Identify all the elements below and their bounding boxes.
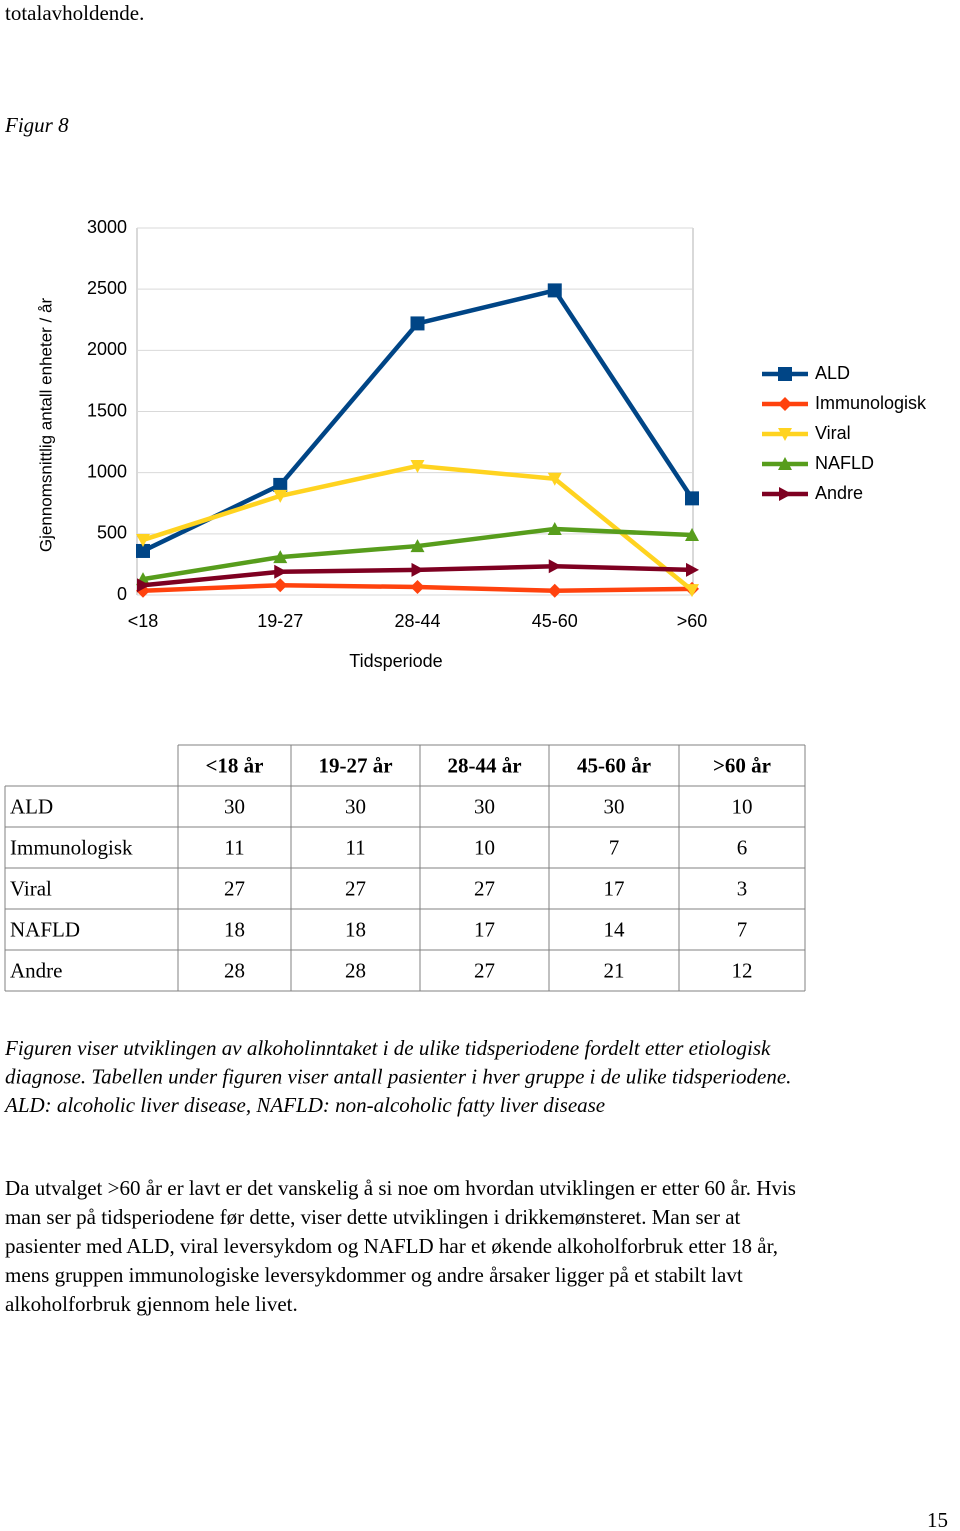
table-cell: 18 (345, 917, 366, 941)
table-cell: 6 (737, 835, 748, 859)
marker (273, 578, 288, 593)
marker (274, 564, 288, 579)
table-cell: 11 (345, 835, 365, 859)
body-line: pasienter med ALD, viral leversykdom og … (5, 1234, 778, 1258)
legend-label: Andre (815, 483, 863, 503)
x-tick-label: <18 (128, 611, 159, 631)
legend-label: NAFLD (815, 453, 874, 473)
y-axis-title: Gjennomsnittlig antall enheter / år (36, 298, 55, 553)
table-cell: 21 (604, 958, 625, 982)
table-cell: 10 (474, 835, 495, 859)
table-cell: 18 (224, 917, 245, 941)
row-label: ALD (10, 794, 53, 818)
body-line: alkoholforbruk gjennom hele livet. (5, 1292, 298, 1316)
marker (410, 580, 425, 595)
table-cell: 10 (732, 794, 753, 818)
table-cell: 14 (604, 917, 626, 941)
legend-label: ALD (815, 363, 850, 383)
table-cell: 12 (732, 958, 753, 982)
caption-line: Figuren viser utviklingen av alkoholinnt… (4, 1036, 771, 1060)
marker (410, 316, 425, 331)
marker (137, 578, 150, 593)
y-tick-label: 1500 (87, 400, 127, 420)
table-cell: 27 (474, 876, 495, 900)
table-cell: 30 (345, 794, 366, 818)
table-cell: 27 (224, 876, 245, 900)
y-tick-label: 2500 (87, 278, 127, 298)
table-cell: 7 (737, 917, 748, 941)
x-axis-title: Tidsperiode (349, 651, 442, 671)
table-header: 19-27 år (318, 753, 392, 777)
x-tick-label: 28-44 (394, 611, 440, 631)
table-cell: 7 (609, 835, 620, 859)
caption-line: ALD: alcoholic liver disease, NAFLD: non… (3, 1093, 605, 1117)
legend-marker (778, 367, 792, 381)
marker (410, 459, 425, 473)
marker (686, 562, 699, 577)
marker (685, 584, 699, 598)
table-header: 45-60 år (577, 753, 651, 777)
y-tick-label: 3000 (87, 217, 127, 237)
marker (411, 562, 425, 577)
marker (273, 550, 288, 564)
marker (548, 559, 562, 574)
header-text: totalavholdende. (5, 1, 144, 25)
legend-label: Immunologisk (815, 393, 927, 413)
legend-marker (779, 487, 792, 501)
page-number: 15 (927, 1508, 948, 1531)
table-cell: 17 (474, 917, 495, 941)
table-cell: 27 (345, 876, 366, 900)
marker (547, 583, 562, 598)
table-cell: 3 (737, 876, 748, 900)
table-header: 28-44 år (447, 753, 521, 777)
figure-label: Figur 8 (4, 113, 69, 137)
y-tick-label: 0 (117, 584, 127, 604)
table-cell: 28 (224, 958, 245, 982)
table-header: <18 år (205, 753, 263, 777)
marker (410, 539, 425, 553)
caption-line: diagnose. Tabellen under figuren viser a… (5, 1064, 791, 1088)
table-cell: 11 (224, 835, 244, 859)
table-cell: 17 (604, 876, 625, 900)
row-label: Andre (10, 958, 62, 982)
table-cell: 30 (474, 794, 495, 818)
legend-marker (778, 397, 792, 411)
marker (547, 472, 562, 486)
table-cell: 30 (604, 794, 625, 818)
marker (136, 533, 150, 547)
table-cell: 30 (224, 794, 245, 818)
row-label: NAFLD (10, 917, 80, 941)
x-tick-label: >60 (677, 611, 708, 631)
y-tick-label: 500 (97, 523, 127, 543)
row-label: Viral (10, 876, 52, 900)
marker (273, 489, 288, 503)
body-line: mens gruppen immunologiske leversykdomme… (5, 1263, 743, 1287)
legend-marker (778, 428, 792, 441)
x-tick-label: 45-60 (532, 611, 578, 631)
marker (273, 477, 288, 492)
body-line: Da utvalget >60 år er lavt er det vanske… (5, 1176, 796, 1200)
body-line: man ser på tidsperiodene før dette, vise… (5, 1205, 741, 1229)
legend-marker (778, 457, 792, 470)
marker (136, 543, 150, 558)
x-tick-label: 19-27 (257, 611, 303, 631)
marker (685, 491, 699, 506)
y-tick-label: 2000 (87, 339, 127, 359)
table-header: >60 år (713, 753, 771, 777)
y-tick-label: 1000 (87, 461, 127, 481)
row-label: Immunologisk (10, 835, 133, 859)
legend-label: Viral (815, 423, 851, 443)
marker (685, 528, 699, 542)
table-cell: 27 (474, 958, 495, 982)
marker (547, 283, 562, 298)
marker (547, 521, 562, 535)
table-cell: 28 (345, 958, 366, 982)
